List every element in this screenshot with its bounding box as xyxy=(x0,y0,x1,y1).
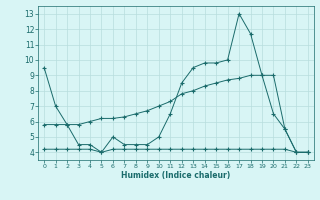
X-axis label: Humidex (Indice chaleur): Humidex (Indice chaleur) xyxy=(121,171,231,180)
